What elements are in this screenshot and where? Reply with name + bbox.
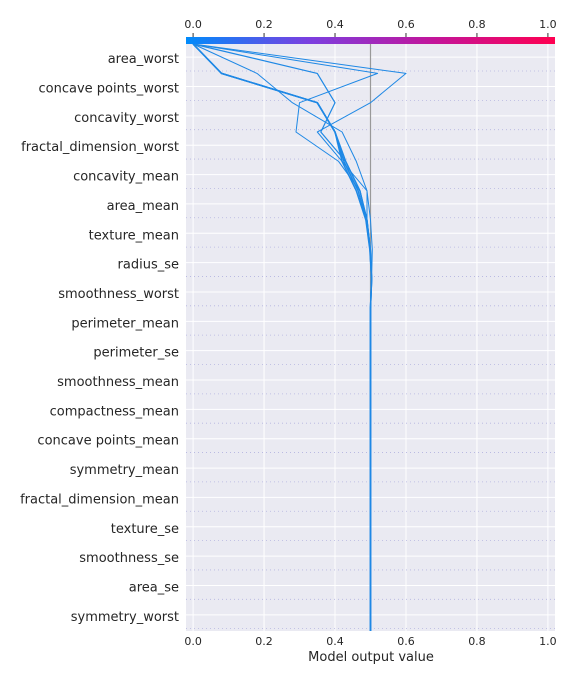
decision-line bbox=[193, 43, 379, 631]
feature-label: concave points_mean bbox=[37, 434, 179, 449]
feature-label: radius_se bbox=[118, 258, 179, 273]
feature-label: perimeter_se bbox=[93, 346, 179, 361]
feature-label: concave points_worst bbox=[38, 82, 179, 97]
colorbar-ticks: 0.0 0.2 0.4 0.6 0.8 1.0 bbox=[184, 18, 557, 37]
colorbar-tick-label: 0.8 bbox=[468, 18, 486, 31]
x-tick-label: 0.8 bbox=[468, 635, 486, 648]
feature-label: smoothness_mean bbox=[57, 375, 179, 390]
x-tick-label: 1.0 bbox=[539, 635, 557, 648]
feature-label: fractal_dimension_worst bbox=[21, 140, 179, 155]
colorbar-tick-label: 1.0 bbox=[539, 18, 557, 31]
colorbar-tick-label: 0.0 bbox=[184, 18, 202, 31]
colorbar bbox=[186, 37, 555, 44]
feature-label: symmetry_mean bbox=[70, 463, 179, 478]
decision-lines bbox=[192, 43, 407, 631]
x-tick-label: 0.0 bbox=[184, 635, 202, 648]
colorbar-tick-label: 0.2 bbox=[255, 18, 273, 31]
x-tick-label: 0.4 bbox=[326, 635, 344, 648]
feature-label: perimeter_mean bbox=[71, 316, 179, 331]
feature-label: texture_mean bbox=[89, 228, 179, 243]
feature-label: texture_se bbox=[111, 522, 179, 537]
feature-label: concavity_worst bbox=[74, 111, 179, 126]
colorbar-tick-label: 0.6 bbox=[397, 18, 415, 31]
x-tick-label: 0.2 bbox=[255, 635, 273, 648]
colorbar-tick-label: 0.4 bbox=[326, 18, 344, 31]
x-tick-label: 0.6 bbox=[397, 635, 415, 648]
feature-label: smoothness_worst bbox=[58, 287, 179, 302]
feature-label: compactness_mean bbox=[50, 404, 179, 419]
feature-label: fractal_dimension_mean bbox=[20, 492, 179, 507]
feature-label: smoothness_se bbox=[79, 551, 179, 566]
feature-label: symmetry_worst bbox=[71, 610, 179, 625]
feature-label: area_worst bbox=[108, 52, 179, 67]
feature-label: concavity_mean bbox=[73, 170, 179, 185]
feature-label: area_se bbox=[129, 580, 179, 595]
x-axis-title: Model output value bbox=[308, 650, 434, 665]
feature-label: area_mean bbox=[107, 199, 179, 214]
x-axis-ticks: 0.0 0.2 0.4 0.6 0.8 1.0 bbox=[184, 635, 556, 648]
